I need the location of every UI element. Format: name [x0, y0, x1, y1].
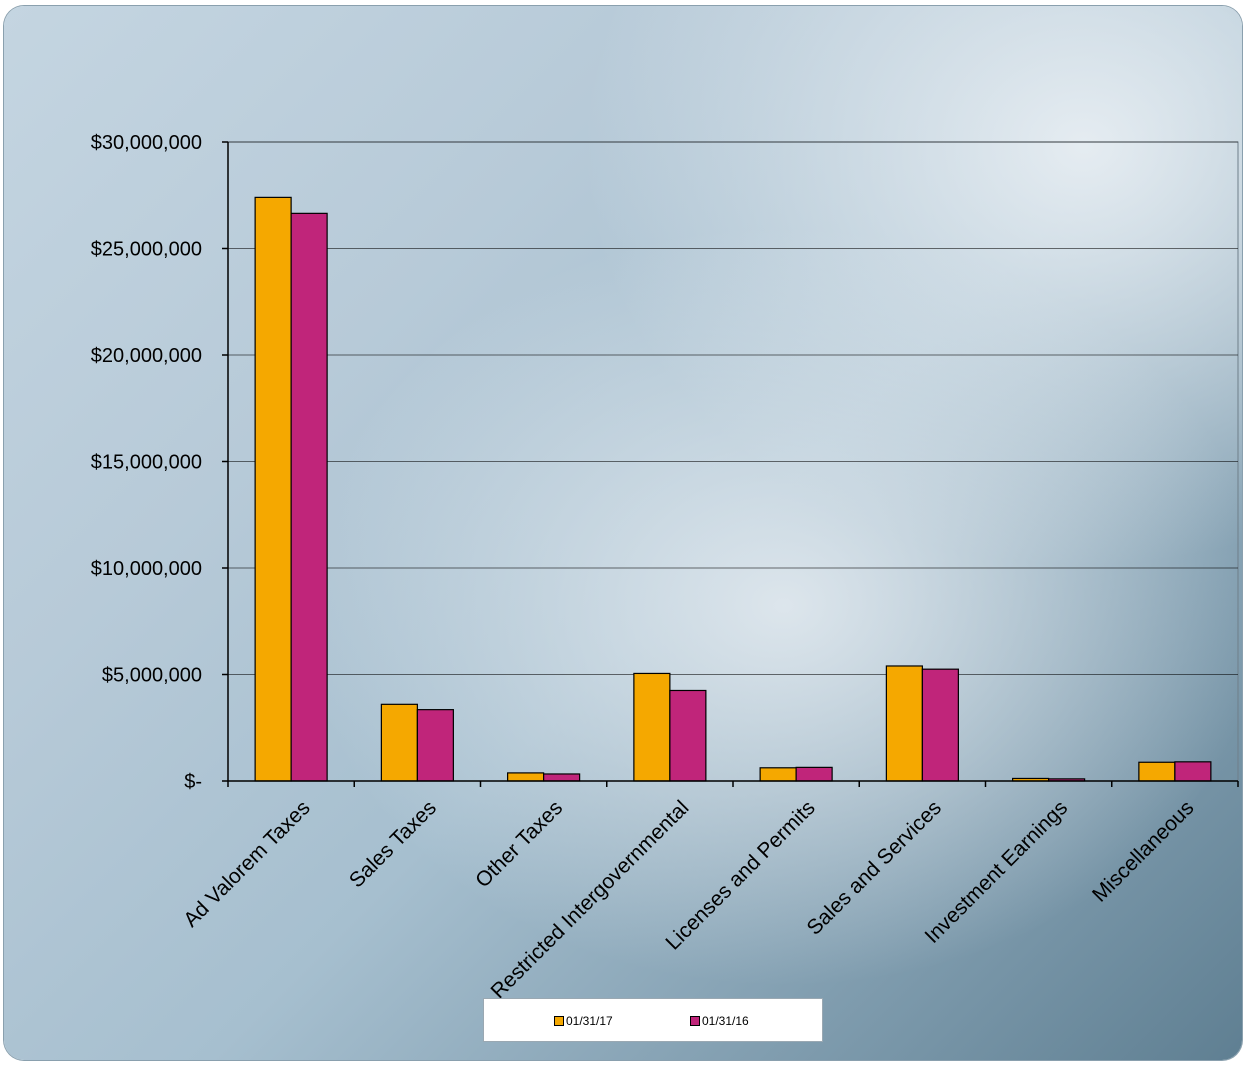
bar-series-2-3: [669, 689, 707, 782]
legend-item-series-2: 01/31/16: [690, 1013, 749, 1029]
gridlines: [227, 141, 1239, 782]
bars: [254, 196, 1212, 782]
bar-series-1-3: [633, 672, 671, 782]
y-tick-label: $30,000,000: [91, 132, 202, 154]
y-tick-label: $-: [184, 771, 202, 793]
bar-series-2-2: [543, 773, 581, 782]
bar-series-1-7: [1138, 761, 1176, 782]
x-tick-label: Other Taxes: [471, 796, 567, 892]
x-tick-label: Restricted Intergovernmental: [486, 796, 693, 1003]
x-tick-label: Ad Valorem Taxes: [179, 796, 314, 931]
x-tick-label: Sales Taxes: [345, 796, 441, 892]
bar-series-2-4: [795, 766, 833, 782]
bar-series-2-1: [416, 709, 454, 782]
x-tick-label: Sales and Services: [803, 796, 946, 939]
legend-swatch-series-1: [554, 1016, 564, 1026]
chart-panel: [4, 6, 1242, 1060]
x-tick-label: Miscellaneous: [1088, 796, 1198, 906]
legend: 01/31/17 01/31/16: [483, 998, 823, 1042]
bar-series-1-1: [380, 703, 418, 782]
legend-label-series-2: 01/31/16: [702, 1014, 749, 1028]
x-tick-label: Investment Earnings: [921, 796, 1073, 948]
y-tick-label: $20,000,000: [91, 345, 202, 367]
bar-series-2-5: [921, 668, 959, 782]
bar-series-2-0: [290, 212, 328, 782]
bar-series-1-5: [885, 665, 923, 782]
bar-series-2-7: [1174, 761, 1212, 782]
y-tick-label: $25,000,000: [91, 239, 202, 261]
legend-label-series-1: 01/31/17: [566, 1014, 613, 1028]
axes: [222, 141, 1239, 787]
bar-series-1-0: [254, 196, 292, 782]
legend-item-series-1: 01/31/17: [554, 1013, 613, 1029]
x-tick-labels: Ad Valorem Taxes Sales Taxes Other TaxesRe…: [179, 796, 1198, 1003]
bar-series-1-4: [759, 767, 797, 782]
bar-series-1-2: [507, 772, 545, 782]
y-tick-label: $10,000,000: [91, 558, 202, 580]
y-tick-labels: $- $5,000,000 $10,000,000 $15,000,000 $20,00…: [91, 132, 202, 793]
legend-swatch-series-2: [690, 1016, 700, 1026]
y-tick-label: $5,000,000: [102, 665, 202, 687]
y-tick-label: $15,000,000: [91, 452, 202, 474]
